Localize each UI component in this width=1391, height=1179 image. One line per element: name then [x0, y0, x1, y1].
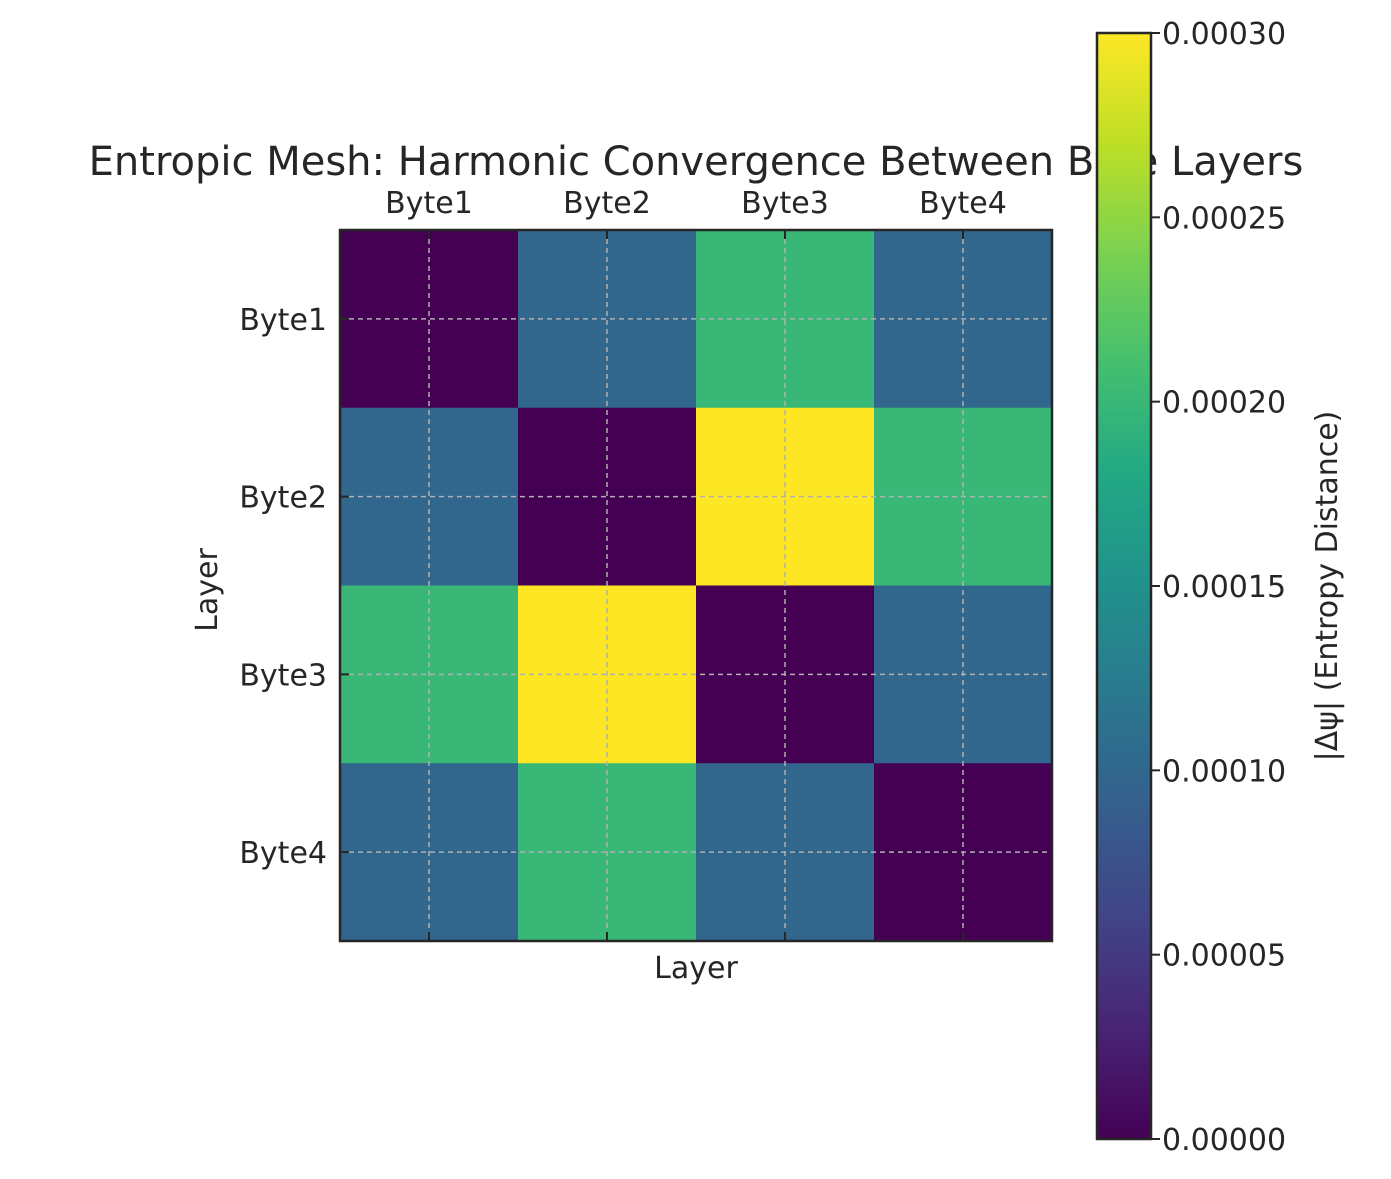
colorbar-label: |Δψ| (Entropy Distance) [1310, 411, 1345, 762]
x-tick-label: Byte4 [919, 186, 1007, 221]
heatmap-cell-Byte1-Byte2 [518, 230, 697, 409]
heatmap-cell-Byte1-Byte1 [340, 230, 519, 409]
plot-frame [338, 228, 1054, 943]
x-tick-label: Byte2 [563, 186, 651, 221]
heatmap-cell-Byte2-Byte1 [340, 407, 519, 586]
x-tick-labels: Byte1 Byte2 Byte3 Byte4 [385, 186, 1007, 221]
y-tick-label: Byte4 [239, 836, 327, 871]
heatmap-cell-Byte2-Byte2 [518, 407, 697, 586]
y-tick-label: Byte1 [239, 303, 327, 338]
gridlines [340, 230, 1052, 941]
colorbar-tick-label: 0.00030 [1162, 17, 1286, 52]
x-axis-label: Layer [654, 951, 738, 986]
colorbar-tick-label: 0.00020 [1162, 386, 1286, 421]
colorbar-tick-label: 0.00010 [1162, 754, 1286, 789]
colorbar-tick-label: 0.00000 [1162, 1123, 1286, 1158]
heatmap-cells [340, 230, 1053, 942]
x-tick-label: Byte3 [741, 186, 829, 221]
y-tick-labels: Byte1 Byte2 Byte3 Byte4 [239, 303, 327, 871]
colorbar-tick-label: 0.00005 [1162, 939, 1286, 974]
colorbar-tick-label: 0.00015 [1162, 570, 1286, 605]
x-tick-label: Byte1 [385, 186, 473, 221]
y-tick-label: Byte2 [239, 481, 327, 516]
colorbar-ticks: 0.00000 0.00005 0.00010 0.00015 0.00020 0.000… [1151, 17, 1286, 1158]
axis-ticks [340, 230, 964, 941]
colorbar [1095, 31, 1153, 1141]
y-tick-label: Byte3 [239, 658, 327, 693]
colorbar-tick-label: 0.00025 [1162, 201, 1286, 236]
y-axis-label: Layer [190, 548, 225, 632]
